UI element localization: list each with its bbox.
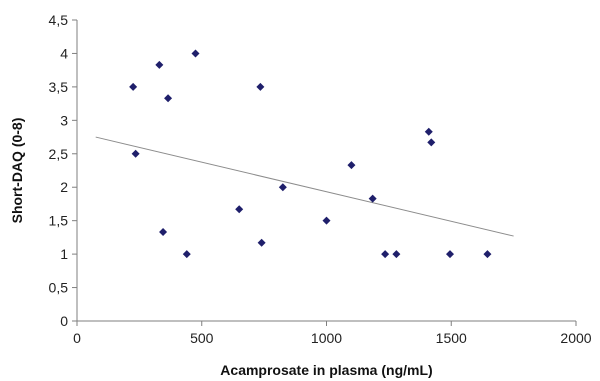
y-tick-label: 4 xyxy=(60,45,68,61)
data-point xyxy=(159,228,168,237)
data-point xyxy=(278,183,287,192)
y-tick-label: 0,5 xyxy=(49,280,69,296)
data-point xyxy=(427,138,436,147)
data-point xyxy=(256,82,265,91)
x-axis-title: Acamprosate in plasma (ng/mL) xyxy=(220,362,432,378)
data-point xyxy=(129,82,138,91)
trend-line xyxy=(95,136,514,237)
data-point xyxy=(446,250,455,259)
data-point xyxy=(164,94,173,103)
data-point xyxy=(392,250,401,259)
x-tick-label: 1500 xyxy=(436,330,467,346)
data-point xyxy=(381,250,390,259)
data-point xyxy=(182,250,191,259)
x-tick-label: 2000 xyxy=(560,330,591,346)
data-points xyxy=(129,49,492,259)
data-point xyxy=(483,250,492,259)
data-point xyxy=(347,161,356,170)
y-axis-ticks: 0 0,5 1 1,5 2 2,5 3 3,5 4 4,5 xyxy=(49,12,77,329)
y-tick-label: 0 xyxy=(60,313,68,329)
y-tick-label: 4,5 xyxy=(49,12,69,28)
data-point xyxy=(155,60,164,69)
data-point xyxy=(191,49,200,58)
y-tick-label: 3,5 xyxy=(49,79,69,95)
data-point xyxy=(424,127,433,136)
y-axis-title: Short-DAQ (0-8) xyxy=(9,118,25,224)
x-tick-label: 500 xyxy=(190,330,214,346)
y-tick-label: 2 xyxy=(60,179,68,195)
x-tick-label: 1000 xyxy=(311,330,342,346)
y-tick-label: 1,5 xyxy=(49,213,69,229)
y-tick-label: 1 xyxy=(60,246,68,262)
x-axis-ticks: 0 500 1000 1500 2000 xyxy=(73,321,592,346)
data-point xyxy=(131,149,140,158)
y-tick-label: 2,5 xyxy=(49,146,69,162)
x-tick-label: 0 xyxy=(73,330,81,346)
data-point xyxy=(322,216,331,225)
data-point xyxy=(235,205,244,214)
data-point xyxy=(368,194,377,203)
y-tick-label: 3 xyxy=(60,112,68,128)
data-point xyxy=(257,238,266,247)
